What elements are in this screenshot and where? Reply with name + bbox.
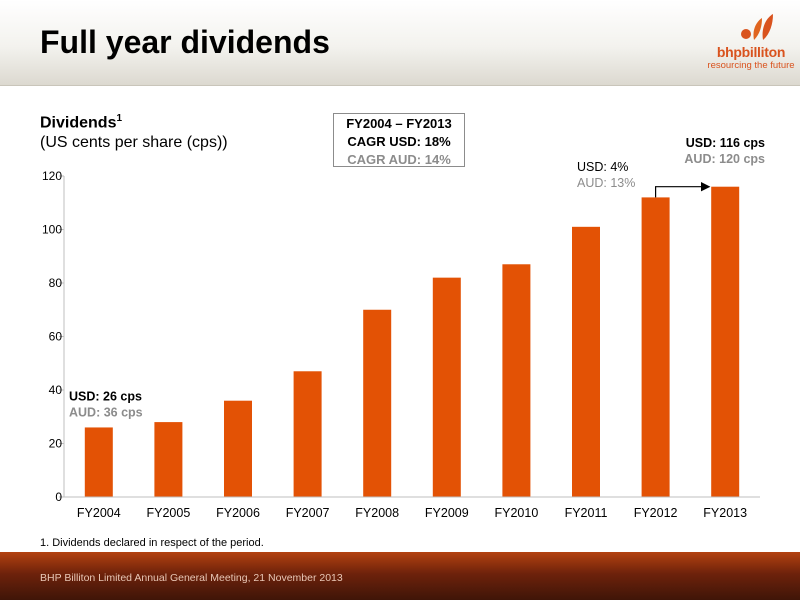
x-tick-label: FY2007 (286, 506, 330, 520)
bar-fy2008 (363, 309, 392, 497)
footer-text: BHP Billiton Limited Annual General Meet… (40, 572, 343, 584)
last-bar-usd-label: USD: 116 cps (686, 136, 765, 150)
bar-fy2011 (572, 226, 600, 497)
y-axis: 0 20 40 60 80 100 120 (42, 169, 65, 504)
bar-fy2005 (154, 422, 183, 497)
x-tick-label: FY2005 (147, 506, 191, 520)
first-bar-aud-label: AUD: 36 cps (69, 405, 143, 419)
first-bar-usd-label: USD: 26 cps (69, 389, 142, 403)
growth-arrow (655, 181, 711, 198)
footnote-marker: 1 (116, 113, 123, 124)
x-tick-label: FY2009 (425, 506, 469, 520)
cagr-aud: CAGR AUD: 14% (347, 152, 451, 167)
last-bar-aud-label: AUD: 120 cps (684, 152, 765, 166)
bar-fy2013 (711, 186, 740, 497)
y-tick-label: 20 (49, 437, 63, 451)
bar-fy2006 (224, 400, 252, 497)
logo-mark-icon (741, 14, 773, 40)
growth-usd-label: USD: 4% (577, 160, 628, 174)
bar-fy2010 (502, 264, 531, 497)
y-tick-label: 0 (55, 490, 62, 504)
footnote: 1. Dividends declared in respect of the … (40, 537, 264, 549)
y-tick-label: 100 (42, 223, 62, 237)
annotations: USD: 26 cps AUD: 36 cps USD: 116 cps AUD: 1… (69, 136, 765, 419)
bhp-billiton-logo: bhpbilliton resourcing the future (706, 12, 796, 74)
cagr-summary-box: FY2004 – FY2013 CAGR USD: 18% CAGR AUD: … (333, 113, 465, 167)
x-tick-label: FY2011 (565, 506, 608, 520)
slide-header: Full year dividends bhpbilliton resourci… (0, 0, 800, 86)
x-axis: FY2004 FY2005 FY2006 FY2007 FY2008 FY2009 FY20… (64, 496, 760, 520)
logo-tagline: resourcing the future (707, 60, 795, 71)
subtitle-unit: (US cents per share (cps)) (40, 134, 228, 152)
bar-fy2009 (432, 277, 461, 497)
slide-title: Full year dividends (40, 24, 330, 60)
footer-band: BHP Billiton Limited Annual General Meet… (0, 552, 800, 600)
dividends-bar-chart: 0 20 40 60 80 100 120 FY2004 FY2005 FY2006 FY2007… (42, 136, 765, 520)
cagr-period: FY2004 – FY2013 (346, 116, 452, 131)
x-tick-label: FY2010 (495, 506, 539, 520)
x-tick-label: FY2013 (703, 506, 747, 520)
bar-series (84, 186, 740, 497)
y-tick-label: 40 (49, 383, 63, 397)
logo-wordmark: bhpbilliton (716, 44, 786, 60)
bar-fy2012 (641, 197, 670, 497)
x-tick-label: FY2012 (634, 506, 678, 520)
y-tick-label: 60 (49, 330, 63, 344)
chart-subtitle: Dividends1 (US cents per share (cps)) (40, 113, 228, 152)
bar-fy2007 (293, 371, 322, 497)
y-tick-label: 120 (42, 169, 62, 183)
x-tick-label: FY2004 (77, 506, 121, 520)
y-tick-label: 80 (49, 276, 63, 290)
x-tick-label: FY2006 (216, 506, 260, 520)
x-tick-label: FY2008 (355, 506, 399, 520)
growth-aud-label: AUD: 13% (577, 176, 635, 190)
bar-fy2004 (84, 427, 113, 497)
subtitle-main: Dividends (40, 114, 117, 132)
cagr-usd: CAGR USD: 18% (347, 134, 451, 149)
